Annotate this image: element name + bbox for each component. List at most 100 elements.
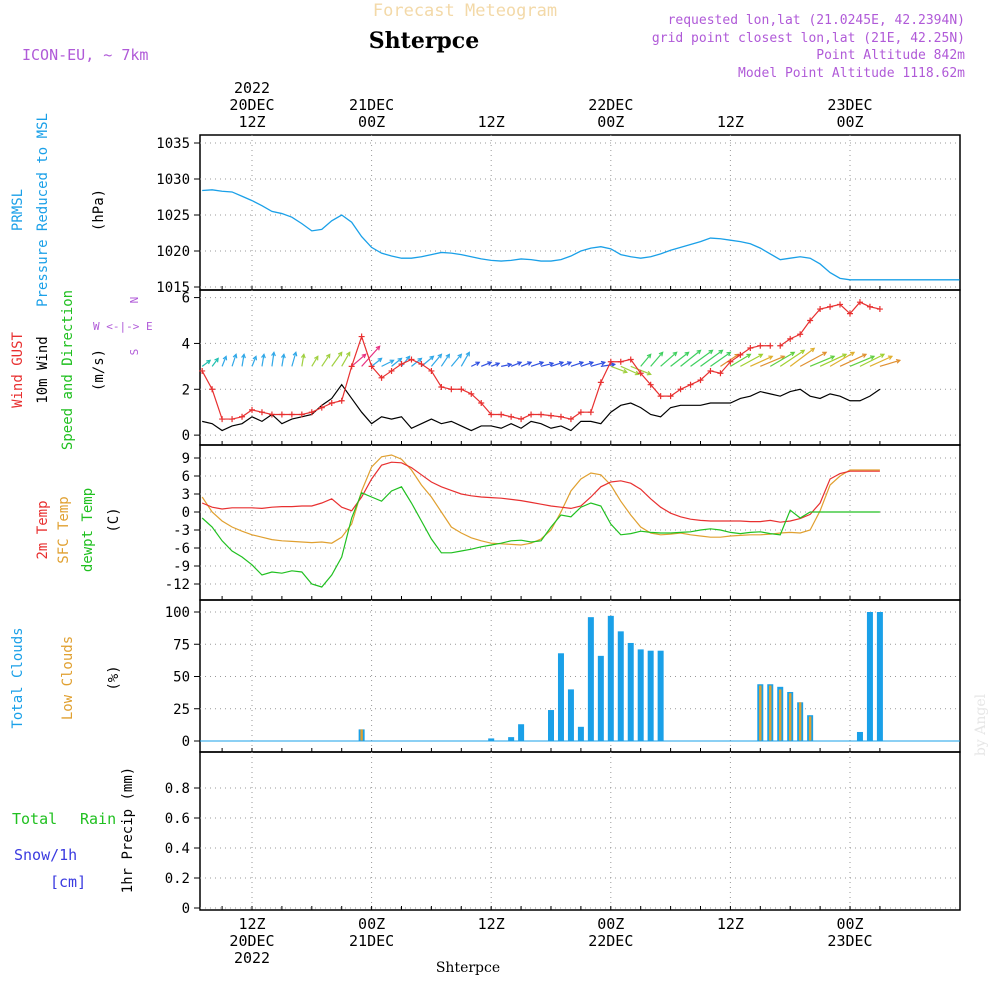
gust-marker <box>647 381 654 388</box>
wind-arrow <box>450 353 462 367</box>
precip-rain-label: Rain <box>80 810 116 828</box>
wind-arrow-head <box>842 353 848 358</box>
temp-unit: (C) <box>106 507 122 532</box>
wind-arrow <box>660 351 678 367</box>
gust-label: Wind GUST <box>10 332 26 408</box>
y-tick-label: 0 <box>182 505 190 521</box>
y-tick-label: -9 <box>173 559 190 575</box>
wind-arrow <box>570 361 584 367</box>
wind-arrow <box>401 355 410 367</box>
gust-marker <box>767 342 774 349</box>
wind-arrow-head <box>566 361 573 366</box>
gust-marker <box>209 386 216 393</box>
gust-marker <box>837 301 844 308</box>
wind-arrow <box>520 361 532 367</box>
total-cloud-bar <box>647 650 654 741</box>
wind-arrow-head <box>429 355 435 361</box>
gust-marker <box>617 358 624 365</box>
time-label-top: 2022 <box>234 79 270 97</box>
wind-arrow-head <box>549 361 555 367</box>
wind-arrow <box>819 353 847 367</box>
compass-we: W <-|-> E <box>93 320 153 333</box>
wind-arrow <box>490 362 500 367</box>
wind-arrow <box>331 352 343 367</box>
total-cloud-bar <box>627 642 634 741</box>
wind-arrow-head <box>397 357 403 363</box>
compass-n: N <box>128 297 141 304</box>
wind-arrow <box>849 355 875 367</box>
gust-marker <box>268 411 275 418</box>
time-label-top: 00Z <box>836 113 863 131</box>
y-tick-label: 0.6 <box>165 811 190 827</box>
model-altitude: Model Point Altitude 1118.62m <box>738 66 965 81</box>
y-tick-label: 6 <box>182 469 190 485</box>
gust-marker <box>418 361 425 368</box>
panel-frame <box>199 444 961 601</box>
total-cloud-bar <box>567 689 574 741</box>
gust-marker <box>717 370 724 377</box>
wind-arrow <box>251 356 257 367</box>
wind-arrow-head <box>437 353 443 359</box>
y-tick-label: 1020 <box>156 244 190 260</box>
wind-arrow <box>351 353 367 367</box>
gust-marker <box>378 374 385 381</box>
y-tick-label: 25 <box>173 702 190 718</box>
gust-marker <box>498 411 505 418</box>
time-label-bottom: 21DEC <box>349 932 394 950</box>
wind-arrow-head <box>610 362 617 368</box>
wind-arrow-head <box>895 358 902 364</box>
y-tick-label: 2 <box>182 382 190 398</box>
gust-marker <box>468 390 475 397</box>
gust-marker <box>388 367 395 374</box>
time-label-top: 12Z <box>238 113 265 131</box>
wind-arrow <box>281 354 285 367</box>
wind-arrow <box>760 355 785 367</box>
wind-arrow <box>590 361 606 367</box>
wind-arrow <box>829 351 855 367</box>
wind-arrow-head <box>768 355 774 360</box>
y-tick-label: 1015 <box>156 280 190 296</box>
gust-marker <box>308 409 315 416</box>
wind-arrow <box>550 361 564 367</box>
t2m-label: 2m Temp <box>35 500 51 559</box>
gust-marker <box>368 363 375 370</box>
total-cloud-bar <box>557 653 564 741</box>
wind-arrow <box>640 353 652 367</box>
total-cloud-bar <box>866 612 873 741</box>
wind-arrow <box>720 353 739 367</box>
wind-arrow-head <box>252 355 258 361</box>
wind-arrow-head <box>780 355 786 360</box>
wind-arrow-head <box>746 353 752 359</box>
wind-arrow-head <box>539 361 545 366</box>
pressure-unit: (hPa) <box>91 189 107 231</box>
wind-arrow <box>540 362 554 367</box>
time-label-top: 12Z <box>478 113 505 131</box>
wind-arrow-head <box>487 361 493 366</box>
wind-arrow-head <box>558 361 565 366</box>
y-tick-label: 9 <box>182 451 190 467</box>
grid-point-coords: grid point closest lon,lat (21E, 42.25N) <box>652 31 965 46</box>
y-tick-label: 0.8 <box>165 781 190 797</box>
wind-arrow-head <box>214 357 219 363</box>
gust-marker <box>827 303 834 310</box>
gust-marker <box>448 386 455 393</box>
wind-arrow <box>231 354 237 367</box>
wind-arrow <box>690 349 713 367</box>
low-cloud-bar <box>759 685 762 741</box>
gust-marker <box>577 409 584 416</box>
wind-arrow <box>501 363 512 367</box>
wind-arrow-head <box>758 353 764 359</box>
wind-arrow-head <box>445 353 451 359</box>
wind-arrow <box>530 361 544 367</box>
wind-arrow-head <box>850 351 856 357</box>
gust-marker <box>258 409 265 416</box>
wind-arrow-head <box>822 351 828 357</box>
gust-marker <box>518 416 525 423</box>
total-cloud-bar <box>657 650 664 741</box>
gust-marker <box>847 310 853 317</box>
time-label-bottom: 00Z <box>597 915 624 933</box>
y-tick-label: 0 <box>182 428 190 444</box>
time-label-bottom: 12Z <box>238 915 265 933</box>
wind-arrow-head <box>271 351 276 357</box>
